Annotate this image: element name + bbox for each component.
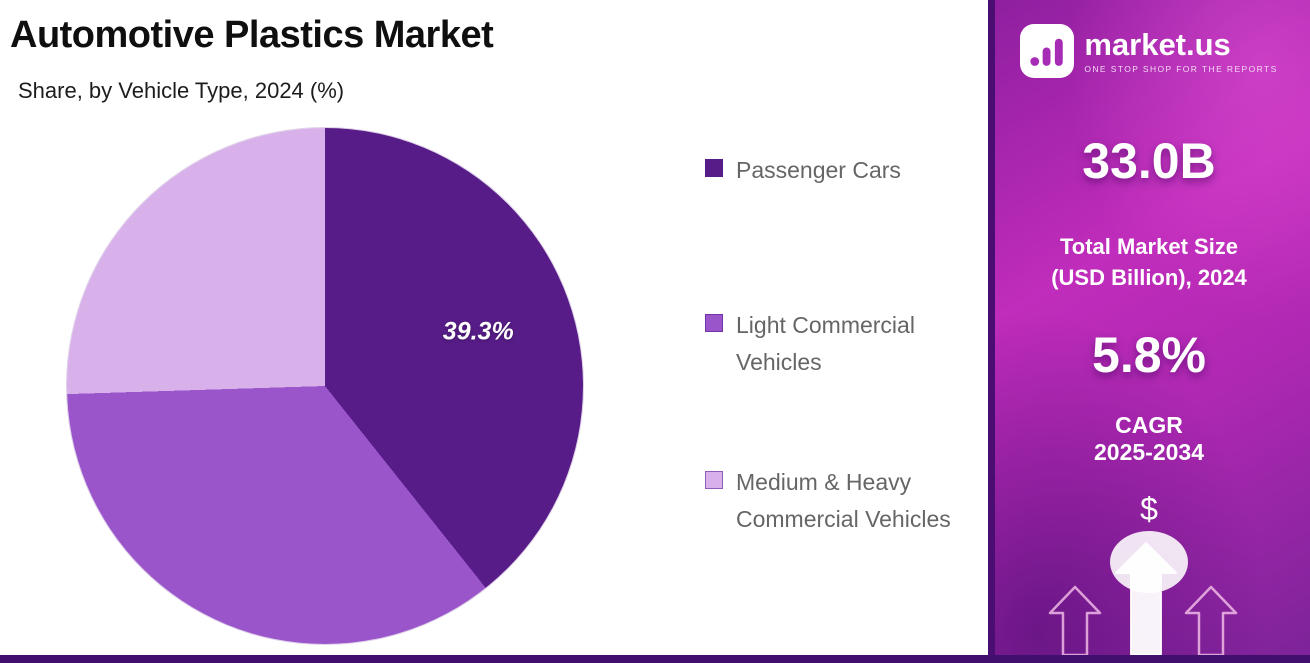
sidebar-accent-strip — [988, 0, 995, 663]
stats-sidebar: market.us ONE STOP SHOP FOR THE REPORTS … — [988, 0, 1310, 663]
brand-logo: market.us ONE STOP SHOP FOR THE REPORTS — [988, 24, 1310, 78]
marketus-logo-icon — [1020, 24, 1075, 78]
legend-item-passenger-cars: Passenger Cars — [705, 152, 967, 189]
dollar-symbol: $ — [1140, 490, 1158, 527]
cagr-value: 5.8% — [1092, 326, 1206, 383]
legend-label: Light Commercial Vehicles — [736, 311, 915, 375]
legend-item-medium-heavy-commercial: Medium & Heavy Commercial Vehicles — [705, 464, 967, 538]
page-title: Automotive Plastics Market — [10, 14, 494, 56]
market-size-value: 33.0B — [1082, 133, 1216, 189]
chart-subtitle: Share, by Vehicle Type, 2024 (%) — [18, 78, 345, 103]
brand-tagline: ONE STOP SHOP FOR THE REPORTS — [1084, 63, 1278, 74]
legend-marker-icon — [705, 313, 723, 332]
pie-slice-label: 39.3% — [442, 317, 514, 346]
market-size-label: Total Market Size (USD Billion), 2024 — [1051, 234, 1247, 290]
logo-glyph — [1030, 38, 1064, 66]
cagr-period: 2025-2034 — [1094, 439, 1204, 466]
bottom-accent-bar — [0, 655, 1310, 663]
legend-label: Passenger Cars — [736, 157, 901, 183]
chart-area: Automotive Plastics Market Share, by Veh… — [10, 14, 967, 644]
pie-chart: 39.3% — [67, 128, 583, 644]
brand-name: market.us — [1084, 26, 1231, 62]
growth-arrows-icon — [1048, 542, 1238, 655]
legend-item-light-commercial: Light Commercial Vehicles — [705, 307, 967, 381]
sidebar-content: market.us ONE STOP SHOP FOR THE REPORTS … — [988, 0, 1310, 593]
legend-label: Medium & Heavy Commercial Vehicles — [736, 469, 951, 533]
legend-marker-icon — [705, 471, 723, 490]
chart-legend: Passenger Cars Light Commercial Vehicles… — [705, 152, 967, 538]
brand-text: market.us ONE STOP SHOP FOR THE REPORTS — [1084, 29, 1277, 74]
legend-marker-icon — [705, 159, 723, 177]
cagr-label: CAGR — [1115, 411, 1183, 438]
